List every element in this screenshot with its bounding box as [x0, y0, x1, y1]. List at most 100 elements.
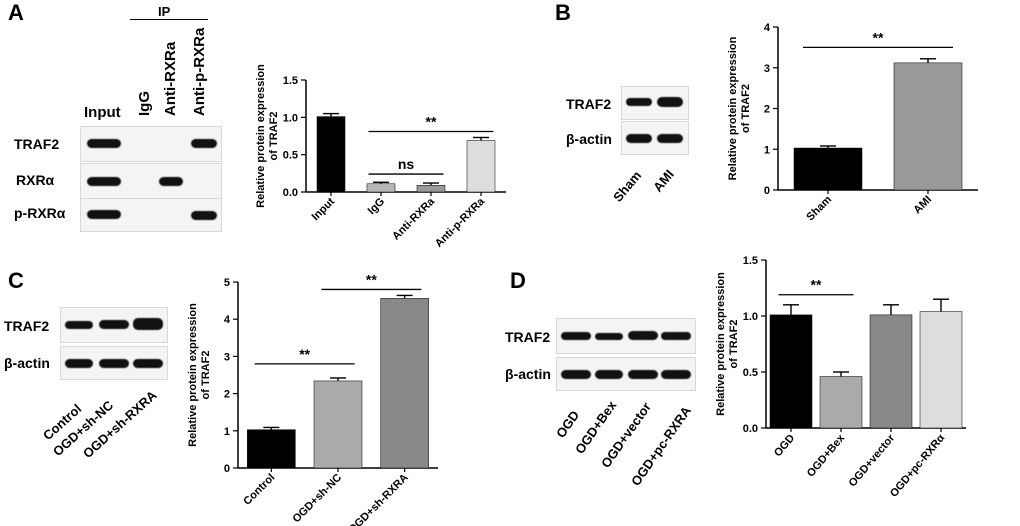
bar [919, 311, 963, 429]
bar [793, 147, 863, 191]
x-tick-label: Anti-p-RXRa [433, 195, 488, 250]
y-axis-label: Relative protein expression [727, 36, 739, 180]
blot-band [133, 359, 163, 368]
y-tick-label: 5 [224, 277, 230, 289]
y-tick-label: 3 [764, 63, 770, 75]
blot-band [191, 139, 217, 148]
lane-label-ogd: OGD [553, 407, 583, 441]
y-axis-label: Relative protein expression [255, 64, 267, 208]
y-tick-label: 2 [224, 389, 230, 401]
blot-band [661, 332, 691, 340]
blot-strip [60, 346, 168, 380]
blot-band [65, 321, 93, 329]
bar [380, 298, 429, 469]
bar-chart-d: 0.0 0.5 1.0 1.5 Relative protein expression o… [715, 255, 966, 500]
x-tick-label: OGD+sh-NC [290, 472, 344, 526]
blot-band [661, 370, 691, 379]
bar [769, 314, 813, 429]
y-axis-label: of TRAF2 [740, 84, 752, 133]
lane-label-sham: Sham [610, 167, 645, 205]
blot-band [87, 210, 121, 219]
blot-row-label: TRAF2 [566, 96, 612, 112]
bar [466, 140, 496, 193]
bar [247, 429, 296, 469]
y-tick-label: 0.5 [283, 150, 298, 162]
y-tick-label: 1.0 [743, 311, 758, 323]
blot-strip [621, 86, 689, 120]
x-tick-label: Control [241, 472, 277, 508]
y-tick-label: 0.0 [283, 187, 298, 199]
y-tick-label: 4 [224, 314, 231, 326]
x-tick-label: Anti-RXRa [390, 195, 438, 243]
significance-label: ** [366, 271, 377, 287]
blot-band [99, 359, 129, 368]
y-axis-label: of TRAF2 [728, 320, 740, 369]
bar-chart-b: 0 1 2 3 4 Relative protein expression of TRAF2… [727, 22, 978, 223]
ip-label: IP [158, 4, 171, 19]
y-axis-label: Relative protein expression [715, 272, 727, 416]
y-axis-label: Relative protein expression [187, 303, 199, 447]
blot-band [561, 332, 591, 340]
blot-band [628, 331, 658, 340]
blot-band [65, 359, 93, 368]
bar [893, 62, 963, 191]
y-tick-label: 0 [224, 463, 230, 475]
x-tick-label: IgG [366, 196, 387, 217]
lane-label-ami: AMI [650, 166, 677, 195]
panel-letter-a: A [8, 0, 24, 25]
blot-band [626, 134, 652, 143]
blot-strip [80, 126, 222, 162]
lane-label-input: Input [84, 104, 121, 121]
blot-strip [80, 198, 222, 232]
lane-label-anti-rxra: Anti-RXRa [162, 41, 179, 116]
y-tick-label: 1.0 [283, 112, 298, 124]
blot-row-label: p-RXRα [14, 205, 66, 221]
panel-letter-d: D [510, 268, 526, 293]
x-tick-label: Sham [804, 193, 834, 223]
blot-band [595, 370, 623, 379]
panel-letter-b: B [555, 0, 571, 25]
blot-row-label: RXRα [16, 172, 55, 188]
y-tick-label: 1 [764, 144, 770, 156]
blot-band [595, 333, 623, 340]
blot-band [159, 177, 183, 186]
blot-band [628, 370, 658, 379]
significance-label: ** [426, 114, 437, 130]
blot-band [561, 370, 591, 379]
blot-row-label: β-actin [4, 355, 50, 371]
blot-row-label: TRAF2 [4, 318, 50, 334]
bar [819, 376, 863, 429]
bar-chart-c: 0 1 2 3 4 5 Relative protein expression of TRAF… [187, 271, 438, 526]
y-tick-label: 2 [764, 104, 770, 116]
bar [416, 185, 446, 193]
x-tick-label: OGD [772, 432, 797, 459]
blot-strip [80, 163, 222, 199]
blot-row-label: β-actin [505, 366, 551, 382]
x-tick-label: OGD+vector [847, 432, 898, 490]
blot-strip [556, 318, 696, 354]
blot-band [626, 98, 652, 106]
y-tick-label: 4 [764, 22, 771, 34]
bar [869, 314, 913, 429]
blot-band [191, 211, 217, 220]
y-axis-label: of TRAF2 [268, 112, 280, 161]
blot-row-label: TRAF2 [14, 136, 60, 152]
y-tick-label: 0 [764, 185, 770, 197]
y-tick-label: 1.5 [283, 75, 298, 87]
blot-band [99, 320, 129, 329]
blot-strip [60, 307, 168, 343]
blot-strip [556, 357, 696, 391]
y-tick-label: 3 [224, 351, 230, 363]
x-tick-label: OGD+pc-RXRα [888, 432, 947, 500]
blot-band [87, 177, 121, 186]
blot-band [657, 134, 683, 143]
x-tick-label: OGD+sh-RXRA [346, 472, 410, 526]
ip-bracket-line [130, 19, 208, 20]
blot-band [657, 97, 683, 107]
blot-row-label: β-actin [566, 131, 612, 147]
y-tick-label: 1.5 [743, 255, 758, 267]
bar [316, 116, 346, 193]
panel-letter-c: C [8, 268, 24, 293]
blot-row-label: TRAF2 [505, 329, 551, 345]
y-tick-label: 0.0 [743, 423, 758, 435]
